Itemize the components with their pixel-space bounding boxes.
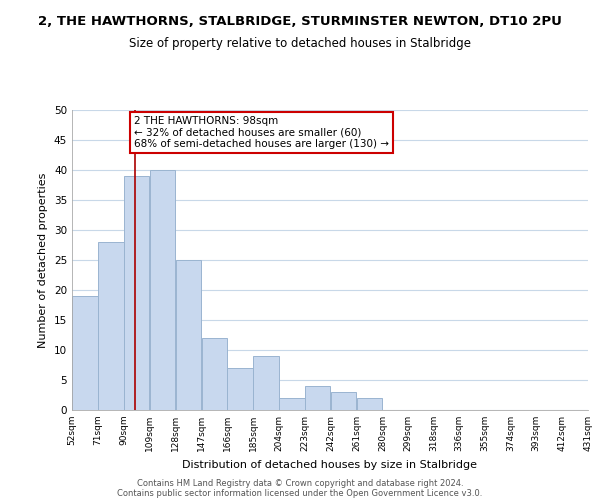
Bar xyxy=(305,386,331,410)
Bar xyxy=(98,242,124,410)
Text: 2 THE HAWTHORNS: 98sqm
← 32% of detached houses are smaller (60)
68% of semi-det: 2 THE HAWTHORNS: 98sqm ← 32% of detached… xyxy=(134,116,389,149)
Bar xyxy=(253,356,279,410)
Y-axis label: Number of detached properties: Number of detached properties xyxy=(38,172,49,348)
Bar xyxy=(357,398,382,410)
Bar xyxy=(176,260,201,410)
Bar xyxy=(227,368,253,410)
Bar xyxy=(279,398,305,410)
Text: Contains HM Land Registry data © Crown copyright and database right 2024.: Contains HM Land Registry data © Crown c… xyxy=(137,478,463,488)
Bar xyxy=(150,170,175,410)
Bar xyxy=(202,338,227,410)
Text: Contains public sector information licensed under the Open Government Licence v3: Contains public sector information licen… xyxy=(118,488,482,498)
Text: Size of property relative to detached houses in Stalbridge: Size of property relative to detached ho… xyxy=(129,38,471,51)
Bar xyxy=(72,296,98,410)
Bar xyxy=(331,392,356,410)
Text: 2, THE HAWTHORNS, STALBRIDGE, STURMINSTER NEWTON, DT10 2PU: 2, THE HAWTHORNS, STALBRIDGE, STURMINSTE… xyxy=(38,15,562,28)
Bar xyxy=(124,176,149,410)
X-axis label: Distribution of detached houses by size in Stalbridge: Distribution of detached houses by size … xyxy=(182,460,478,469)
